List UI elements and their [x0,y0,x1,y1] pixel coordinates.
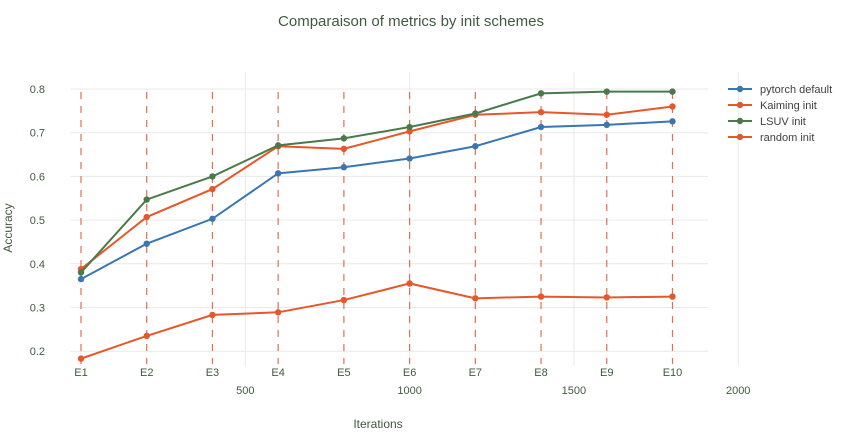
epoch-label: E9 [600,367,613,379]
legend-label: Kaiming init [760,100,817,112]
series-line [80,282,673,360]
data-point [209,311,216,319]
data-point [603,294,610,301]
y-tick-label: 0.2 [30,346,45,358]
data-point [537,293,545,300]
series-random-init [77,280,676,362]
data-point [209,215,216,222]
series-lsuv-init [77,88,676,276]
series-line [80,105,673,270]
legend-swatch-marker [736,101,744,109]
legend-label: LSUV init [760,116,806,128]
chart-title: Comparaison of metrics by init schemes [278,13,544,30]
y-tick-label: 0.6 [30,171,45,183]
epoch-label: E1 [74,367,87,379]
data-point [209,173,216,180]
epoch-label: E8 [534,367,547,379]
legend-swatch-marker [736,133,744,141]
x-tick-label: 2000 [726,385,750,397]
data-point [274,309,282,316]
legend-swatch-marker [736,85,744,93]
data-point [472,295,479,302]
data-point [143,213,150,221]
x-tick-label: 1500 [562,385,586,397]
x-tick-labels: 500 1000 1500 2000 [236,385,750,397]
data-point [340,135,348,142]
series-layer [77,88,676,362]
legend-item: pytorch default [728,84,832,96]
epoch-label: E10 [663,367,683,379]
data-point [537,123,545,131]
epoch-label: E7 [469,367,482,379]
epoch-label: E4 [271,367,284,379]
data-point [209,185,216,193]
data-point [537,90,545,97]
series-kaiming-init [77,103,676,273]
data-point [406,123,413,131]
series-line [80,90,673,274]
data-point [77,269,85,276]
data-point [603,88,610,95]
data-point [669,118,676,125]
legend: pytorch default Kaiming init LSUV init rand… [728,84,832,144]
series-pytorch-default [77,118,676,283]
data-point [340,164,348,171]
data-point [143,332,150,340]
y-tick-label: 0.7 [30,128,45,140]
x-tick-label: 500 [236,385,254,397]
data-point [340,296,348,304]
x-gridlines [244,72,739,366]
x-tick-label: 1000 [397,385,421,397]
data-point [340,145,348,153]
legend-item: random init [728,132,814,144]
y-tick-label: 0.5 [30,215,45,227]
legend-label: random init [760,132,814,144]
data-point [274,142,282,149]
legend-item: LSUV init [728,116,806,128]
epoch-label: E6 [403,367,416,379]
legend-label: pytorch default [760,84,832,96]
data-point [274,170,282,177]
x-axis-title: Iterations [353,417,402,431]
legend-item: Kaiming init [728,100,817,112]
data-point [406,280,413,287]
data-point [472,110,479,117]
legend-swatch-marker [736,117,744,125]
y-tick-label: 0.8 [30,84,45,96]
data-point [603,121,610,129]
epoch-label: E5 [337,367,350,379]
data-point [669,103,676,110]
epoch-labels: E1 E2 E3 E4 E5 E6 E7 E8 E9 E10 [74,367,682,379]
epoch-label: E2 [140,367,153,379]
data-point [537,108,545,116]
y-gridlines [70,88,708,352]
data-point [669,88,676,95]
data-point [143,240,150,247]
y-tick-label: 0.3 [30,303,45,315]
data-point [77,275,85,283]
data-point [143,196,150,203]
data-point [472,143,479,150]
data-point [77,355,85,362]
y-tick-labels: 0.2 0.3 0.4 0.5 0.6 0.7 0.8 [30,84,45,358]
data-point [669,293,676,300]
y-tick-label: 0.4 [30,259,45,271]
series-line [80,120,673,280]
y-axis-title: Accuracy [1,203,15,252]
data-point [406,155,413,162]
data-point [603,111,610,118]
epoch-label: E3 [206,367,219,379]
